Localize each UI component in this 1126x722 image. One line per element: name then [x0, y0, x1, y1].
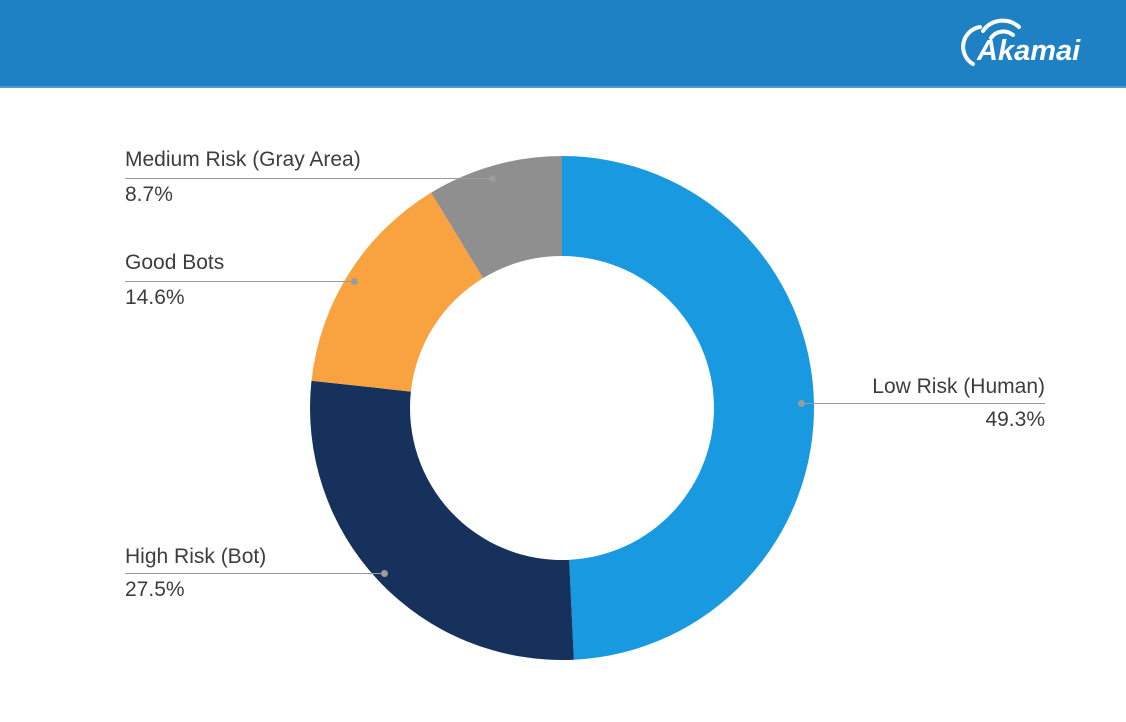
leader-dot: [798, 400, 805, 407]
akamai-logo: Akamai: [953, 18, 1085, 70]
donut-segment-0: [562, 156, 814, 660]
segment-label-medium-risk: Medium Risk (Gray Area): [125, 148, 361, 171]
leader-line: [801, 403, 1045, 404]
leader-dot: [351, 278, 358, 285]
donut-segment-1: [310, 380, 574, 660]
callout-medium-risk: Medium Risk (Gray Area) 8.7%: [125, 147, 496, 206]
leader-line: [125, 573, 385, 574]
callout-good-bots: Good Bots 14.6%: [125, 250, 358, 309]
header-bar: Akamai: [0, 0, 1126, 88]
segment-label-high-risk: High Risk (Bot): [125, 545, 267, 568]
leader-line: [125, 281, 355, 282]
donut-segment-3: [431, 156, 562, 279]
callout-low-risk: Low Risk (Human) 49.3%: [798, 374, 1045, 431]
donut-segment-2: [311, 192, 484, 392]
segment-label-good-bots: Good Bots: [125, 251, 225, 274]
akamai-wave-icon: Akamai: [961, 18, 1081, 67]
segment-value-low-risk: 49.3%: [985, 408, 1045, 431]
leader-dot: [489, 175, 496, 182]
leader-dot: [381, 570, 388, 577]
segment-value-good-bots: 14.6%: [125, 286, 185, 309]
akamai-logo-text: Akamai: [976, 35, 1081, 67]
segment-value-high-risk: 27.5%: [125, 578, 185, 601]
segment-label-low-risk: Low Risk (Human): [872, 375, 1045, 398]
segment-value-medium-risk: 8.7%: [125, 183, 173, 206]
donut-chart-svg: [310, 156, 814, 660]
leader-line: [125, 178, 493, 179]
donut-chart: [310, 156, 814, 660]
callout-high-risk: High Risk (Bot) 27.5%: [125, 544, 388, 601]
